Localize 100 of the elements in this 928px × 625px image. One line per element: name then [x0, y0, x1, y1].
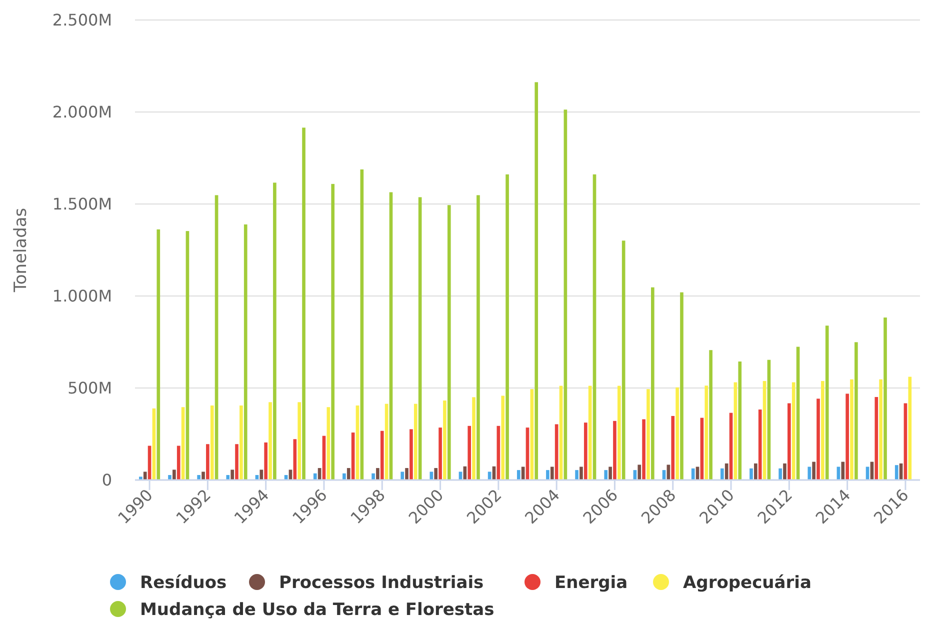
bar — [825, 326, 829, 480]
bar — [564, 110, 568, 480]
bar — [168, 475, 172, 480]
legend-label: Processos Industriais — [279, 572, 484, 593]
bar — [709, 350, 712, 480]
bar — [197, 475, 200, 480]
bar — [156, 229, 160, 480]
bar — [841, 462, 845, 480]
bar — [788, 403, 791, 480]
bar — [671, 416, 675, 480]
bar — [778, 468, 782, 480]
bar — [376, 468, 380, 480]
bar — [854, 342, 858, 480]
bar — [214, 195, 218, 480]
bar — [139, 476, 142, 480]
bar — [244, 224, 248, 480]
y-axis-title: Toneladas — [11, 208, 31, 294]
legend-label: Agropecuária — [683, 572, 812, 593]
bar — [588, 386, 592, 480]
bar — [617, 386, 621, 480]
legend-label: Energia — [554, 572, 628, 593]
bar — [176, 446, 180, 480]
legend-label: Mudança de Uso da Terra e Florestas — [140, 600, 494, 620]
bar — [268, 402, 272, 480]
bar — [418, 197, 422, 480]
bar — [720, 468, 724, 480]
bar — [172, 470, 176, 480]
y-tick-label: 1.000M — [52, 286, 112, 306]
bar — [226, 475, 230, 480]
bar — [516, 470, 520, 480]
bar — [326, 407, 330, 480]
bar — [526, 428, 530, 480]
legend-label: Resíduos — [140, 572, 227, 593]
bar — [758, 410, 762, 480]
bar — [372, 473, 375, 480]
bar — [638, 464, 642, 480]
bar — [580, 466, 583, 480]
bar — [821, 381, 824, 480]
bar — [302, 128, 306, 480]
bar — [405, 468, 408, 480]
bar — [546, 470, 550, 480]
bar — [260, 470, 264, 480]
bar — [210, 405, 214, 480]
bar — [613, 420, 616, 480]
bar — [342, 473, 346, 480]
y-tick-label: 0 — [102, 470, 112, 490]
bar — [400, 472, 404, 480]
bar — [642, 419, 646, 480]
bar — [143, 472, 147, 480]
bar — [298, 402, 301, 480]
bar — [389, 192, 393, 480]
bar — [908, 376, 912, 480]
bar — [559, 386, 563, 480]
bar — [584, 422, 588, 480]
bar — [812, 462, 816, 480]
bar — [783, 463, 786, 480]
bar — [592, 174, 596, 480]
bar — [181, 407, 185, 480]
bar — [796, 346, 800, 480]
y-tick-label: 2.500M — [52, 10, 112, 30]
y-tick-label: 500M — [68, 378, 112, 398]
bar — [434, 468, 438, 480]
bar — [884, 318, 887, 480]
bar — [230, 470, 234, 480]
bar — [604, 470, 608, 480]
bar — [762, 381, 766, 480]
bar — [313, 473, 317, 480]
bar — [273, 182, 276, 480]
bar — [360, 169, 364, 480]
y-tick-label: 1.500M — [52, 194, 112, 214]
bar — [235, 444, 238, 480]
bar — [264, 442, 268, 480]
bar — [356, 405, 360, 480]
bar — [754, 463, 758, 480]
bar — [152, 408, 156, 480]
bar — [384, 404, 388, 480]
bar — [646, 389, 650, 480]
bar — [346, 468, 350, 480]
bar — [530, 389, 534, 480]
bar — [738, 362, 742, 480]
bar — [575, 470, 578, 480]
bar — [704, 386, 708, 480]
bar — [894, 465, 898, 480]
bar — [846, 394, 849, 480]
bar — [414, 404, 418, 480]
bar — [792, 382, 796, 480]
bar — [608, 466, 612, 480]
bar — [472, 397, 476, 480]
bar — [380, 430, 384, 480]
bar — [850, 379, 854, 480]
y-tick-label: 2.000M — [52, 102, 112, 122]
bar — [534, 82, 538, 480]
bar — [447, 205, 451, 480]
bar — [331, 184, 335, 480]
bar — [874, 397, 878, 480]
bar — [468, 426, 472, 480]
bar — [293, 439, 297, 480]
bar — [410, 429, 413, 480]
bar — [240, 405, 243, 480]
bar — [506, 174, 509, 480]
